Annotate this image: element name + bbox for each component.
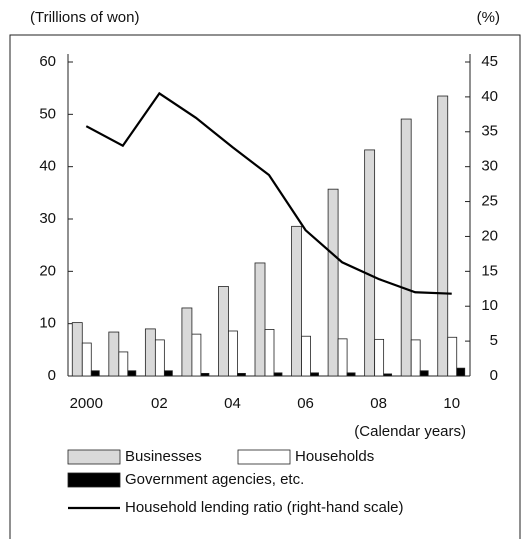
x-tick-label: 08 [370,395,387,412]
bar [310,372,319,377]
bar [346,372,356,377]
y2-tick-label: 15 [481,262,498,279]
bar [191,333,202,377]
bar [71,322,83,377]
x-tick-label: 10 [443,395,460,412]
y2-axis-label: (%) [477,9,500,26]
bar [218,286,229,377]
y-axis-label: (Trillions of won) [30,9,139,26]
x-tick-label: 06 [297,395,314,412]
legend-label: Government agencies, etc. [125,471,304,488]
y2-tick-label: 20 [481,227,498,244]
bar [264,329,275,377]
bar [419,370,429,377]
bar [154,339,165,377]
y2-tick-label: 30 [481,158,498,175]
y-tick-label: 50 [39,105,56,122]
frame [9,34,521,539]
bar [400,118,412,377]
legend-label: Households [295,448,374,465]
bar [410,339,421,377]
bar [228,330,238,377]
bar [181,307,193,377]
y2-tick-label: 45 [481,53,498,70]
legend-swatch [67,472,121,488]
y-tick-label: 60 [39,53,56,70]
x-axis-label: (Calendar years) [354,423,466,440]
bar [90,370,100,377]
bar [237,372,246,377]
bar [327,188,339,377]
bar [383,373,393,377]
bar [374,338,385,377]
y-tick-label: 0 [48,367,56,384]
bar [200,372,210,377]
y-tick-label: 20 [39,262,56,279]
legend-label: Household lending ratio (right-hand scal… [125,499,404,516]
bar [118,351,129,377]
legend-swatch [237,449,291,465]
y2-tick-label: 5 [490,332,498,349]
y-tick-label: 40 [39,158,56,175]
x-tick-label: 2000 [70,395,103,412]
y2-tick-label: 35 [481,123,498,140]
bar [437,95,449,377]
legend-label: Businesses [125,448,202,465]
y2-tick-label: 0 [490,367,498,384]
x-tick-label: 02 [151,395,168,412]
bar [456,367,466,377]
bar [108,331,120,377]
bar [81,342,92,377]
bar [144,328,156,377]
bar [273,372,283,377]
x-tick-label: 04 [224,395,241,412]
y2-tick-label: 25 [481,193,498,210]
y2-tick-label: 40 [481,88,498,105]
bar [447,336,458,377]
bar [337,338,348,377]
bar [364,149,376,377]
bar [301,335,311,377]
line [85,91,452,295]
legend-swatch [67,449,121,465]
bar [127,370,137,377]
y-tick-label: 10 [39,315,56,332]
y-tick-label: 30 [39,210,56,227]
bar [254,262,266,377]
y2-tick-label: 10 [481,297,498,314]
bar [163,370,173,377]
bar [291,225,302,377]
